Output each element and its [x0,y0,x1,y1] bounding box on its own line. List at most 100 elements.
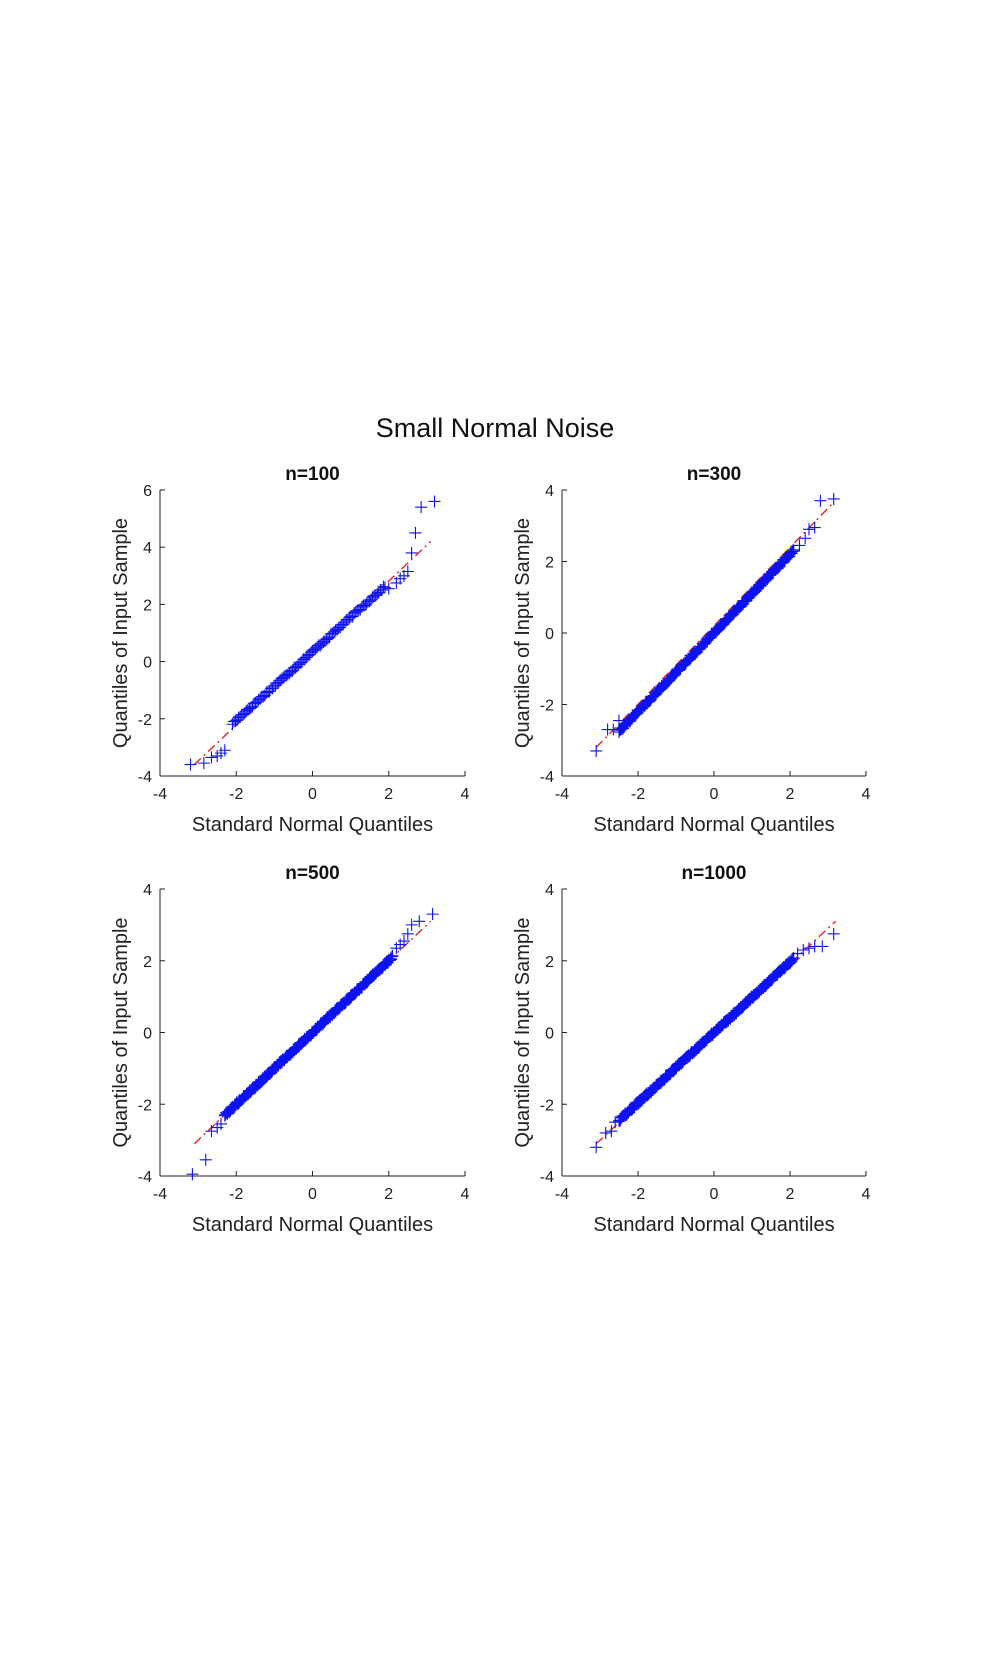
data-point [797,943,810,956]
x-tick-label: 4 [862,786,871,803]
data-point [329,624,342,637]
x-tick-label: 2 [786,1186,795,1203]
x-tick-label: 4 [862,1186,871,1203]
data-point [334,621,347,634]
y-tick-label: 2 [143,597,152,614]
data-point [275,672,288,685]
data-point [405,546,418,559]
y-tick-label: -4 [138,1169,152,1186]
data-point [292,658,305,671]
data-point [401,565,414,578]
data-point [295,656,308,669]
data-point [785,546,798,559]
data-point [243,702,256,715]
subplot-title: n=500 [285,863,339,884]
data-point [803,523,815,536]
subplot-n=300: n=300 -4 -2 0 2 4 -4 -2 0 2 4 Standard Normal Quant… [512,464,871,836]
data-point [184,758,197,771]
y-tick-label: -2 [138,1097,152,1114]
data-point [251,695,264,708]
data-point [375,583,388,596]
y-axis-label: Quantiles of Input Sample [110,518,132,748]
data-point [317,635,330,648]
y-tick-label: -2 [540,1097,554,1114]
data-point [415,501,428,514]
reference-line [193,540,432,766]
x-tick-label: 0 [308,786,317,803]
data-point [409,526,422,539]
y-tick-label: 2 [545,555,554,572]
data-point [656,1075,669,1088]
data-point [799,532,812,545]
x-axis-label: Standard Normal Quantiles [192,1214,433,1236]
data-point [218,744,231,757]
data-point [369,589,382,602]
y-tick-label: -4 [540,769,554,786]
x-axis-label: Standard Normal Quantiles [593,814,834,836]
data-point [320,633,333,646]
data-point [428,495,441,508]
data-point [398,935,410,948]
data-point [341,613,354,626]
data-point [269,679,282,692]
x-tick-label: 2 [384,786,393,803]
data-point [599,1126,612,1139]
data-point [787,543,800,556]
subplot-title: n=300 [687,464,741,485]
data-point [277,671,290,684]
data-point [197,757,210,770]
data-point [827,927,840,940]
x-tick-label: -2 [631,1186,645,1203]
x-axis-label: Standard Normal Quantiles [593,1214,834,1236]
data-point [348,606,361,619]
data-point [377,580,390,593]
data-point [366,591,379,604]
data-point [786,953,799,966]
data-point [605,1125,618,1138]
y-tick-label: 0 [545,626,554,643]
data-point [590,1141,603,1154]
data-point [787,545,800,558]
x-tick-label: -4 [153,1186,167,1203]
data-point [311,641,324,654]
y-tick-label: 4 [143,882,152,899]
data-point [808,521,821,534]
y-axis-label: Quantiles of Input Sample [512,917,534,1147]
subplot-title: n=1000 [682,863,747,884]
data-point [231,713,244,726]
x-tick-label: 0 [710,786,719,803]
x-tick-label: -4 [555,1186,569,1203]
qq-series-markers [184,495,441,771]
x-tick-label: 2 [786,786,795,803]
data-point [785,954,798,967]
subplot-n=500: n=500 -4 -2 0 2 4 -4 -2 0 2 4 Standard Normal Quant… [110,863,470,1236]
x-tick-label: 4 [461,786,470,803]
y-tick-label: 4 [545,882,554,899]
y-tick-label: 4 [545,483,554,500]
x-tick-label: 0 [308,1186,317,1203]
y-tick-label: 0 [545,1026,554,1043]
data-point [300,651,313,664]
figure-title: Small Normal Noise [376,413,615,443]
data-point [816,940,829,953]
data-point [382,582,395,595]
data-point [793,539,806,552]
data-point [205,751,218,764]
subplot-n=100: n=100 -4 -2 0 2 4 -4 -2 0 2 4 6 Standard Normal Quan… [110,464,470,836]
data-point [301,649,314,662]
data-point [426,908,439,921]
y-tick-label: -2 [138,712,152,729]
qq-series-markers [590,927,840,1154]
y-tick-label: -4 [138,769,152,786]
x-tick-label: -2 [229,786,243,803]
y-tick-label: 0 [143,655,152,672]
data-point [283,667,296,680]
data-point [385,950,398,963]
y-axis-label: Quantiles of Input Sample [512,518,534,748]
x-tick-label: -4 [153,786,167,803]
data-point [372,586,385,599]
data-point [827,492,840,505]
data-point [803,942,815,955]
data-point [386,949,399,962]
data-point [590,744,603,757]
